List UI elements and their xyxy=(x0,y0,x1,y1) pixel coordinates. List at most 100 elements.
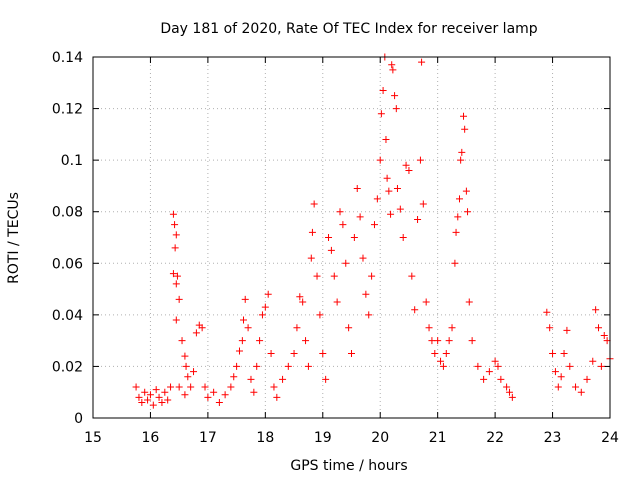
data-point xyxy=(382,136,390,144)
data-point xyxy=(190,368,198,376)
x-tick-label: 22 xyxy=(486,430,504,446)
data-point xyxy=(419,200,427,208)
data-point xyxy=(460,112,468,120)
data-point xyxy=(592,306,600,314)
data-point xyxy=(169,210,177,218)
y-tick-label: 0.06 xyxy=(52,256,83,272)
data-point xyxy=(261,303,269,311)
data-point xyxy=(152,386,160,394)
data-point xyxy=(462,187,470,195)
data-point xyxy=(508,393,516,401)
data-point xyxy=(155,393,163,401)
data-point xyxy=(373,195,381,203)
data-point xyxy=(434,337,442,345)
y-tick-label: 0.12 xyxy=(52,102,83,118)
data-point xyxy=(310,200,318,208)
data-point xyxy=(135,393,143,401)
data-point xyxy=(388,61,396,69)
data-point xyxy=(327,246,335,254)
data-point xyxy=(425,324,433,332)
data-point xyxy=(221,391,229,399)
data-point xyxy=(330,272,338,280)
x-tick-label: 21 xyxy=(429,430,447,446)
data-point xyxy=(187,383,195,391)
data-point xyxy=(284,362,292,370)
data-point xyxy=(551,368,559,376)
data-point xyxy=(293,324,301,332)
data-point xyxy=(201,383,209,391)
data-point xyxy=(589,357,597,365)
data-point xyxy=(583,375,591,383)
x-tick-label: 24 xyxy=(601,430,619,446)
data-point xyxy=(215,399,223,407)
data-point xyxy=(146,391,154,399)
y-tick-label: 0.08 xyxy=(52,205,83,221)
data-point xyxy=(250,388,258,396)
data-point xyxy=(560,350,568,358)
data-point xyxy=(393,185,401,193)
x-tick-label: 18 xyxy=(256,430,274,446)
y-tick-label: 0 xyxy=(74,411,83,427)
data-point xyxy=(149,401,157,409)
data-point xyxy=(164,396,172,404)
data-point xyxy=(563,326,571,334)
data-point xyxy=(144,396,152,404)
data-point xyxy=(308,228,316,236)
data-point xyxy=(503,383,511,391)
data-point xyxy=(474,362,482,370)
data-point xyxy=(387,210,395,218)
data-point xyxy=(192,329,200,337)
data-point xyxy=(439,362,447,370)
y-axis-label: ROTI / TECUs xyxy=(6,192,22,284)
data-point xyxy=(405,166,413,174)
data-point xyxy=(235,347,243,355)
y-tick-label: 0.14 xyxy=(52,50,83,66)
data-point xyxy=(244,324,252,332)
data-point xyxy=(402,161,410,169)
x-tick-label: 20 xyxy=(371,430,389,446)
data-point xyxy=(442,350,450,358)
data-point xyxy=(379,87,387,95)
y-tick-label: 0.1 xyxy=(61,153,83,169)
data-point xyxy=(230,373,238,381)
data-point xyxy=(497,375,505,383)
data-point xyxy=(494,362,502,370)
data-point xyxy=(336,208,344,216)
data-point xyxy=(307,254,315,262)
data-point xyxy=(376,156,384,164)
data-point xyxy=(505,388,513,396)
data-point xyxy=(322,375,330,383)
data-point xyxy=(241,295,249,303)
data-point xyxy=(572,383,580,391)
data-point xyxy=(319,350,327,358)
data-point xyxy=(181,352,189,360)
data-point xyxy=(362,290,370,298)
data-point xyxy=(290,350,298,358)
data-point xyxy=(480,375,488,383)
data-point xyxy=(451,259,459,267)
x-tick-label: 23 xyxy=(544,430,562,446)
data-point xyxy=(304,362,312,370)
data-point xyxy=(345,324,353,332)
data-point xyxy=(279,375,287,383)
data-point xyxy=(238,337,246,345)
data-point xyxy=(173,272,181,280)
data-point xyxy=(385,187,393,195)
data-point xyxy=(389,66,397,74)
data-point xyxy=(566,362,574,370)
data-point xyxy=(458,148,466,156)
data-point xyxy=(350,234,358,241)
data-point xyxy=(132,383,140,391)
data-point xyxy=(416,156,424,164)
data-point xyxy=(431,350,439,358)
x-tick-label: 17 xyxy=(199,430,217,446)
data-point xyxy=(461,125,469,133)
data-point xyxy=(184,373,192,381)
data-point xyxy=(577,388,585,396)
data-point xyxy=(597,362,605,370)
data-point xyxy=(342,259,350,267)
chart-title: Day 181 of 2020, Rate Of TEC Index for r… xyxy=(160,21,537,37)
data-point xyxy=(549,350,557,358)
data-point xyxy=(457,156,465,164)
plot-frame xyxy=(92,56,611,419)
